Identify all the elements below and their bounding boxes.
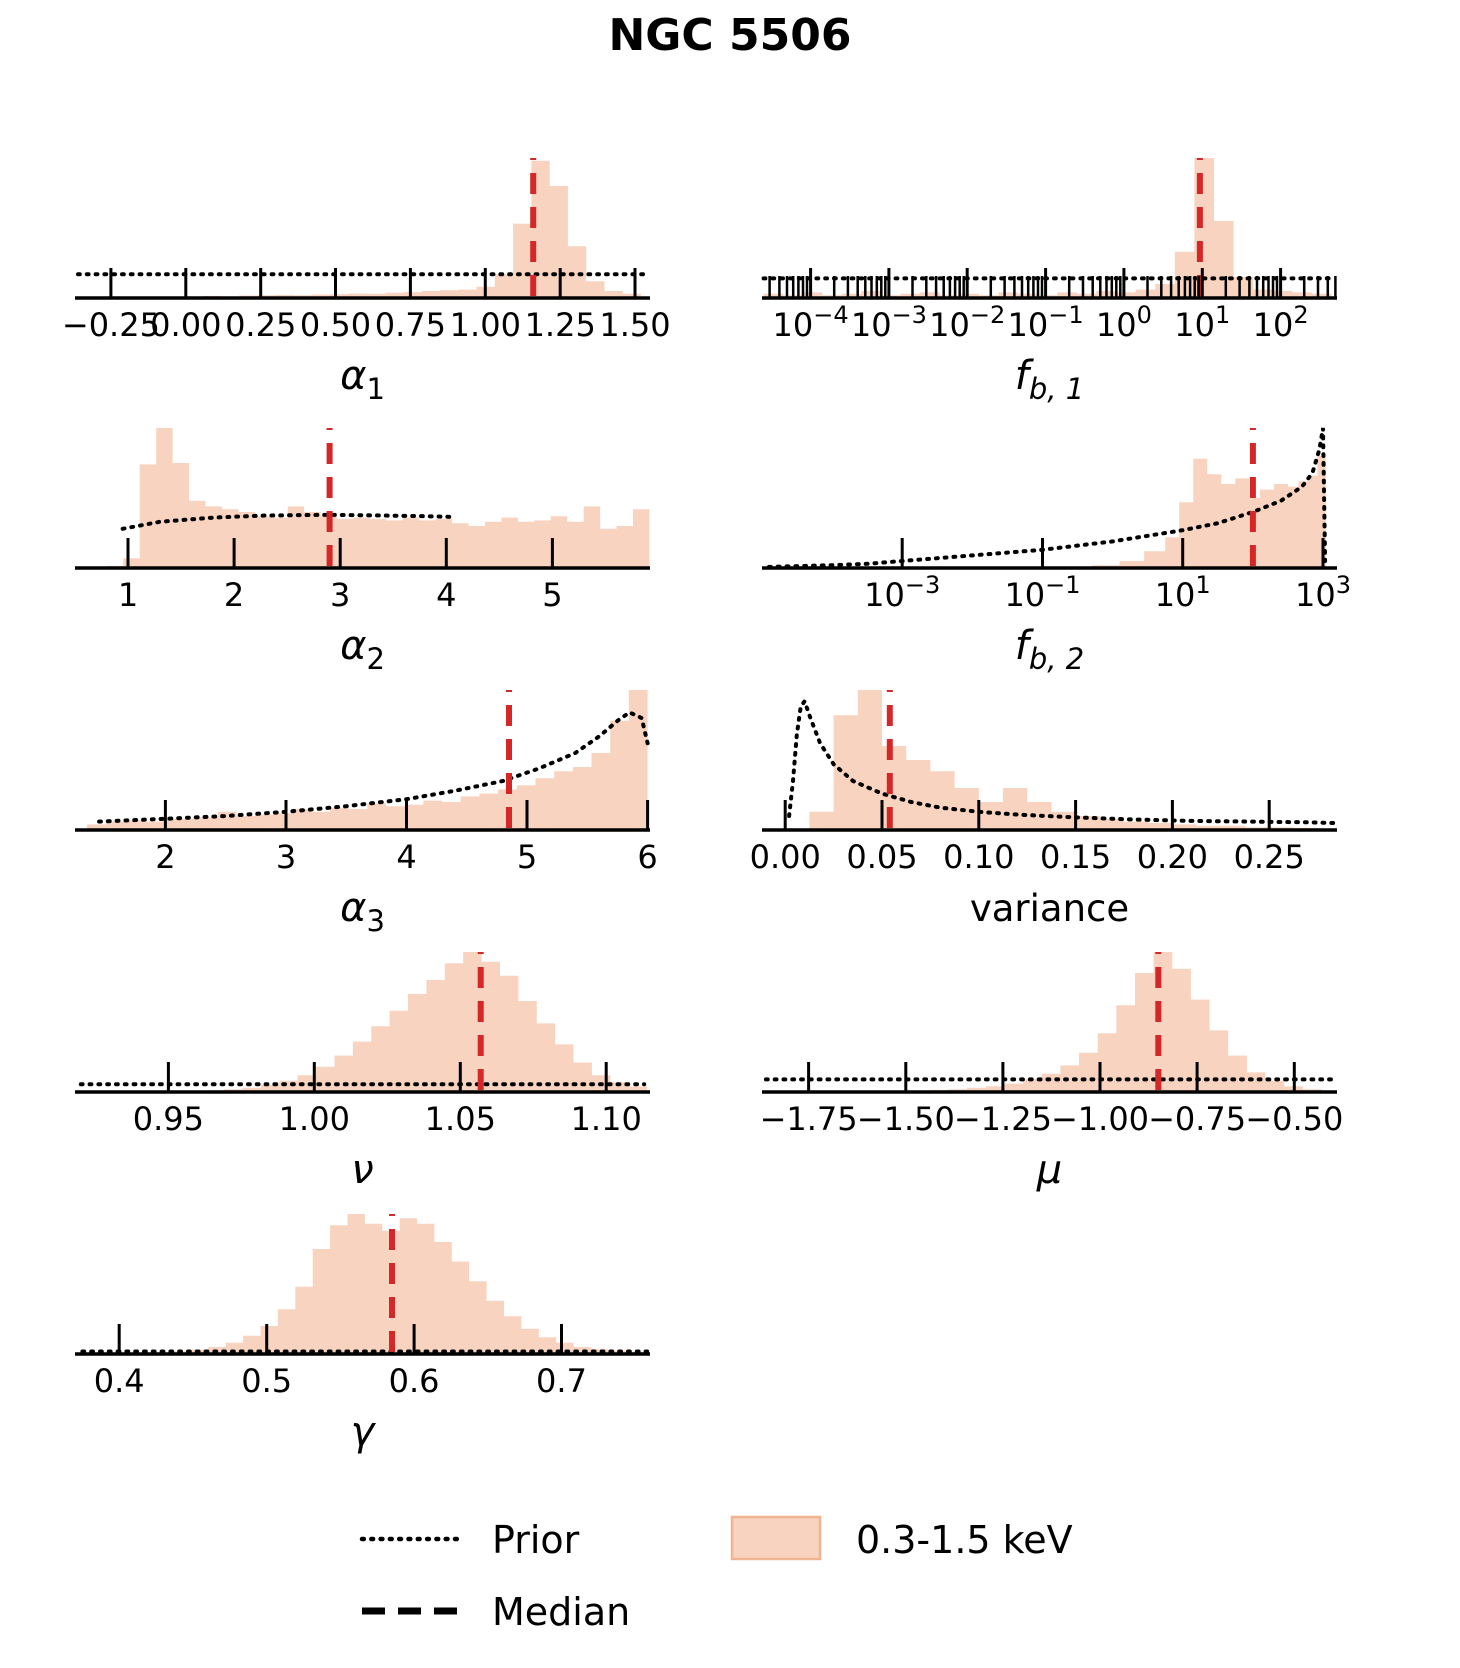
tick-label: −1.75 bbox=[760, 1100, 858, 1138]
tick-label: 10−4 bbox=[773, 301, 849, 344]
subplot-fb2: 10−3 10−1 101 103 fb, 2 bbox=[762, 427, 1351, 676]
tick-label: 10−3 bbox=[851, 301, 927, 344]
histogram-fill bbox=[1091, 456, 1326, 568]
x-axis-label: fb, 2 bbox=[1015, 623, 1084, 676]
tick-label: 0.25 bbox=[1234, 838, 1305, 876]
tick-label: 10−2 bbox=[929, 301, 1005, 344]
tick-label: −1.25 bbox=[954, 1100, 1052, 1138]
tick-label: 10−3 bbox=[864, 571, 940, 614]
tick-label: 0.00 bbox=[750, 838, 821, 876]
tick-label: 4 bbox=[436, 576, 456, 614]
figure-title: NGC 5506 bbox=[608, 10, 852, 61]
tick-label: 0.5 bbox=[241, 1362, 292, 1400]
tick-label: 2 bbox=[155, 838, 175, 876]
tick-label: 6 bbox=[637, 838, 657, 876]
tick-label: 0.4 bbox=[94, 1362, 145, 1400]
legend-median-label: Median bbox=[492, 1590, 630, 1634]
legend-series-swatch bbox=[730, 1515, 822, 1561]
tick-label: 1.25 bbox=[525, 306, 596, 344]
x-axis-label: γ bbox=[351, 1409, 377, 1455]
histogram-fill bbox=[763, 158, 1332, 298]
subplot-variance: 0.00 0.05 0.10 0.15 0.20 0.25 variance bbox=[750, 690, 1337, 930]
tick-label: 3 bbox=[330, 576, 350, 614]
tick-label: 1.50 bbox=[599, 306, 670, 344]
tick-label: −0.50 bbox=[1245, 1100, 1343, 1138]
legend: Prior Median 0.3-1.5 keV bbox=[359, 1515, 1073, 1634]
subplot-fb1: 10−4 10−3 10−2 10−1 100 101 102 fb, 1 bbox=[761, 158, 1338, 406]
tick-label: 0.7 bbox=[536, 1362, 587, 1400]
tick-label: 101 bbox=[1174, 301, 1230, 344]
prior-curve bbox=[97, 710, 650, 824]
tick-label: −1.00 bbox=[1051, 1100, 1149, 1138]
x-axis-label: α3 bbox=[340, 885, 385, 938]
tick-label: 101 bbox=[1155, 571, 1211, 614]
x-axis-label: α1 bbox=[340, 353, 385, 406]
tick-label: 103 bbox=[1295, 571, 1351, 614]
prior-curve bbox=[767, 427, 1328, 569]
tick-label: 0.10 bbox=[943, 838, 1014, 876]
legend-series-label: 0.3-1.5 keV bbox=[856, 1518, 1073, 1562]
prior-curve bbox=[120, 512, 454, 531]
histogram-fill bbox=[106, 428, 650, 568]
subplot-nu: 0.95 1.00 1.05 1.10 ν bbox=[75, 952, 650, 1193]
tick-label: 0.95 bbox=[133, 1100, 204, 1138]
histogram-fill bbox=[156, 1214, 644, 1354]
x-axis-label: fb, 1 bbox=[1015, 353, 1084, 406]
tick-label: 102 bbox=[1253, 301, 1309, 344]
tick-label: 1.00 bbox=[279, 1100, 350, 1138]
tick-label: 0.50 bbox=[300, 306, 371, 344]
tick-label: 4 bbox=[396, 838, 416, 876]
x-axis-label: variance bbox=[970, 887, 1129, 930]
tick-label: 5 bbox=[542, 576, 562, 614]
histogram-fill bbox=[93, 160, 641, 298]
subplot-alpha1: −0.250.00 0.25 0.50 0.75 1.00 1.25 1.50 α1 bbox=[62, 158, 671, 406]
x-axis-label: μ bbox=[1036, 1147, 1062, 1193]
tick-label: 0.20 bbox=[1137, 838, 1208, 876]
prior-curve bbox=[787, 696, 1336, 825]
x-axis-label: α2 bbox=[340, 623, 385, 676]
tick-label: 1 bbox=[118, 576, 138, 614]
tick-label: 0.15 bbox=[1040, 838, 1111, 876]
tick-label: 0.6 bbox=[389, 1362, 440, 1400]
legend-prior-label: Prior bbox=[492, 1518, 580, 1562]
tick-label: 0.05 bbox=[846, 838, 917, 876]
tick-label: 1.10 bbox=[571, 1100, 642, 1138]
histogram-fill bbox=[762, 952, 1322, 1092]
tick-label: −0.25 bbox=[62, 306, 160, 344]
tick-label: 3 bbox=[276, 838, 296, 876]
subplot-mu: −1.75 −1.50 −1.25 −1.00 −0.75 −0.50 μ bbox=[760, 952, 1343, 1193]
tick-label: 1.05 bbox=[425, 1100, 496, 1138]
tick-label: 2 bbox=[224, 576, 244, 614]
subplot-gamma: 0.4 0.5 0.6 0.7 γ bbox=[75, 1214, 650, 1455]
tick-label: 5 bbox=[517, 838, 537, 876]
x-axis-label: ν bbox=[351, 1147, 373, 1193]
tick-label: 100 bbox=[1096, 301, 1152, 344]
tick-label: 10−1 bbox=[1004, 571, 1080, 614]
subplot-alpha2: 1 2 3 4 5 α2 bbox=[75, 428, 650, 676]
tick-label: 0.75 bbox=[375, 306, 446, 344]
tick-label: 0.00 bbox=[150, 306, 221, 344]
histogram-fill bbox=[809, 690, 1318, 830]
tick-label: 0.25 bbox=[225, 306, 296, 344]
tick-label: 10−1 bbox=[1008, 301, 1084, 344]
histogram-fill bbox=[87, 690, 648, 830]
tick-label: −1.50 bbox=[857, 1100, 955, 1138]
histogram-fill bbox=[95, 952, 648, 1092]
subplot-alpha3: 2 3 4 5 6 α3 bbox=[75, 690, 658, 938]
tick-label: −0.75 bbox=[1148, 1100, 1246, 1138]
tick-label: 1.00 bbox=[450, 306, 521, 344]
